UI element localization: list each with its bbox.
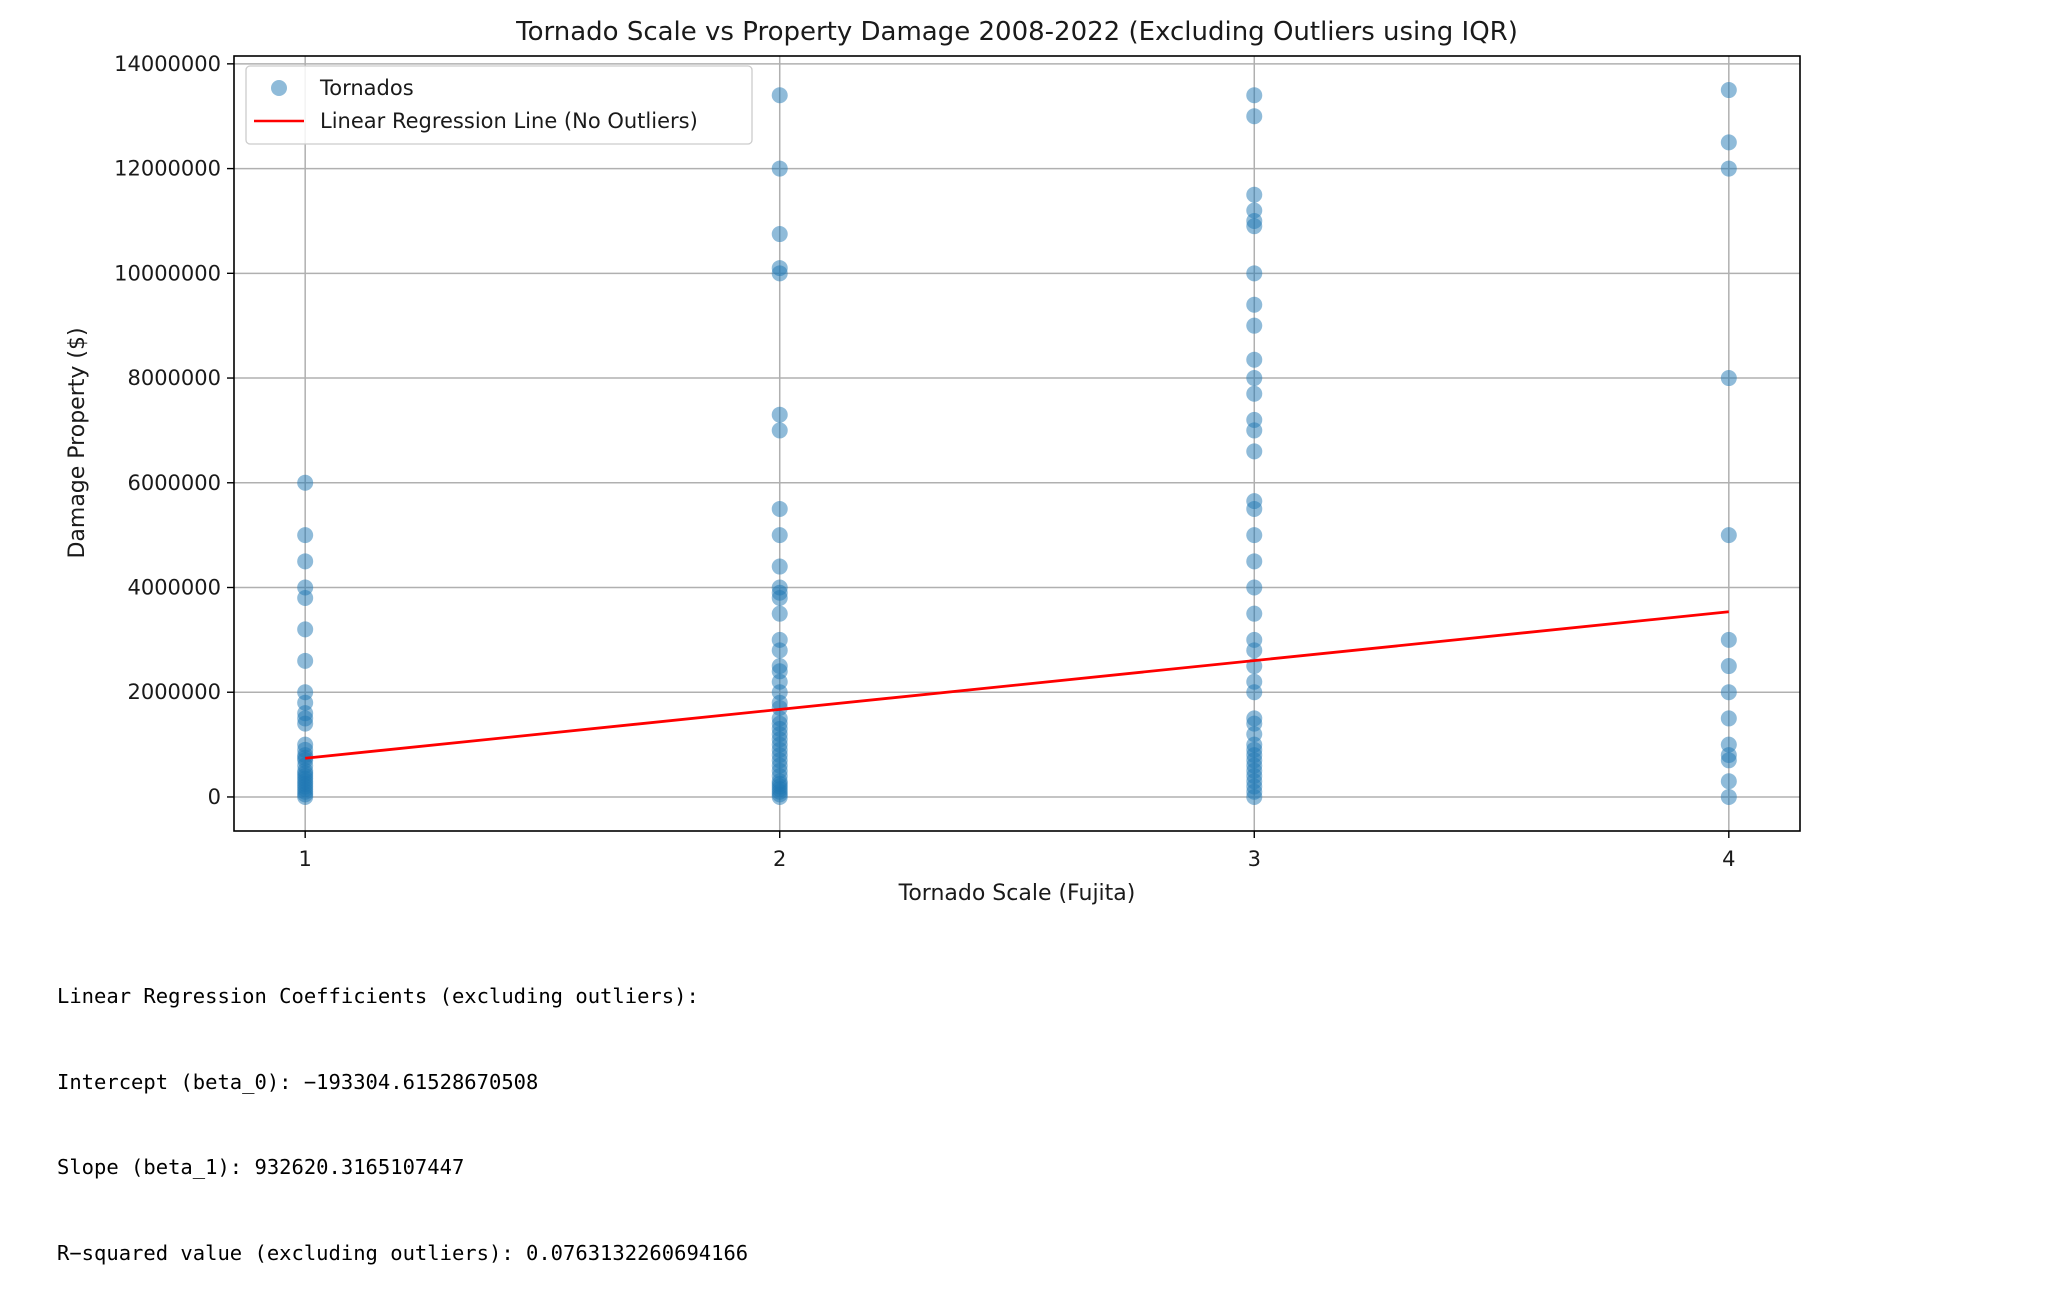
legend-label-regression: Linear Regression Line (No Outliers): [320, 109, 698, 133]
data-point: [771, 579, 788, 596]
data-point: [1246, 605, 1263, 622]
x-tick-label: 3: [1248, 847, 1261, 871]
data-point: [297, 652, 314, 669]
data-point: [1246, 673, 1263, 690]
data-point: [1246, 493, 1263, 510]
data-point: [1246, 443, 1263, 460]
data-point: [771, 260, 788, 277]
data-point: [1720, 82, 1737, 99]
regression-line: [305, 610, 1729, 760]
data-point: [297, 527, 314, 544]
legend-marker-tornados: [271, 80, 287, 96]
x-tick-label: 4: [1722, 847, 1735, 871]
y-axis-label: Damage Property ($): [65, 327, 90, 558]
data-point: [1246, 296, 1263, 313]
legend-label-tornados: Tornados: [319, 76, 414, 100]
data-point: [297, 553, 314, 570]
data-point: [1720, 134, 1737, 151]
y-tick-label: 0: [208, 785, 221, 809]
data-point: [1720, 736, 1737, 753]
data-point: [771, 558, 788, 575]
grid-layer: [234, 56, 1800, 831]
y-tick-label: 12000000: [114, 157, 221, 181]
plot-area-frame: [233, 55, 1801, 832]
data-point: [771, 422, 788, 439]
data-point: [1720, 160, 1737, 177]
scatter-chart: Tornado Scale vs Property Damage 2008-20…: [65, 17, 1801, 906]
data-point: [1246, 108, 1263, 125]
data-point: [771, 500, 788, 517]
data-point: [297, 579, 314, 596]
data-point: [1720, 788, 1737, 805]
data-point: [297, 684, 314, 701]
x-tick-label: 1: [298, 847, 311, 871]
data-point: [1720, 527, 1737, 544]
data-point: [1246, 527, 1263, 544]
data-point: [1246, 385, 1263, 402]
data-point: [1720, 370, 1737, 387]
scatter-points: [297, 82, 1737, 805]
data-point: [1720, 631, 1737, 648]
data-point: [1720, 658, 1737, 675]
output-line-heading: Linear Regression Coefficients (excludin…: [57, 984, 699, 1008]
axis-ticks: 1 2 3 4 0 2000000 4000000 6000000 8000000 1000000…: [114, 52, 1735, 871]
y-tick-label: 2000000: [127, 680, 221, 704]
data-point: [1246, 579, 1263, 596]
y-tick-label: 6000000: [127, 471, 221, 495]
data-point: [1720, 710, 1737, 727]
data-point: [1246, 265, 1263, 282]
data-point: [771, 160, 788, 177]
y-tick-label: 14000000: [114, 52, 221, 76]
data-point: [771, 87, 788, 104]
regression-line-layer: [305, 610, 1729, 760]
x-axis-label: Tornado Scale (Fujita): [898, 881, 1136, 906]
data-point: [1246, 186, 1263, 203]
data-point: [771, 631, 788, 648]
chart-legend: Tornados Linear Regression Line (No Outl…: [245, 65, 753, 145]
data-point: [1720, 773, 1737, 790]
data-point: [1246, 202, 1263, 219]
output-line-intercept: Intercept (beta_0): −193304.61528670508: [57, 1069, 539, 1094]
data-point: [1246, 370, 1263, 387]
data-point: [1720, 684, 1737, 701]
data-point: [771, 658, 788, 675]
legend-box: [245, 65, 753, 145]
data-point: [771, 527, 788, 544]
y-tick-label: 4000000: [127, 576, 221, 600]
y-tick-label: 8000000: [127, 366, 221, 390]
data-point: [771, 605, 788, 622]
x-tick-label: 2: [773, 847, 786, 871]
output-line-slope: Slope (beta_1): 932620.3165107447: [57, 1155, 465, 1179]
data-point: [297, 736, 314, 753]
chart-title: Tornado Scale vs Property Damage 2008-20…: [515, 17, 1518, 47]
y-tick-label: 10000000: [114, 261, 221, 285]
data-point: [1246, 351, 1263, 368]
data-point: [1246, 411, 1263, 428]
data-point: [1246, 317, 1263, 334]
data-point: [1246, 553, 1263, 570]
data-point: [771, 226, 788, 243]
regression-output: Linear Regression Coefficients (excludin…: [57, 925, 748, 1296]
data-point: [1246, 710, 1263, 727]
data-point: [771, 406, 788, 423]
data-point: [1246, 87, 1263, 104]
data-point: [1246, 631, 1263, 648]
output-line-r-squared: R−squared value (excluding outliers): 0.…: [57, 1240, 749, 1265]
data-point: [297, 621, 314, 638]
data-point: [297, 474, 314, 491]
